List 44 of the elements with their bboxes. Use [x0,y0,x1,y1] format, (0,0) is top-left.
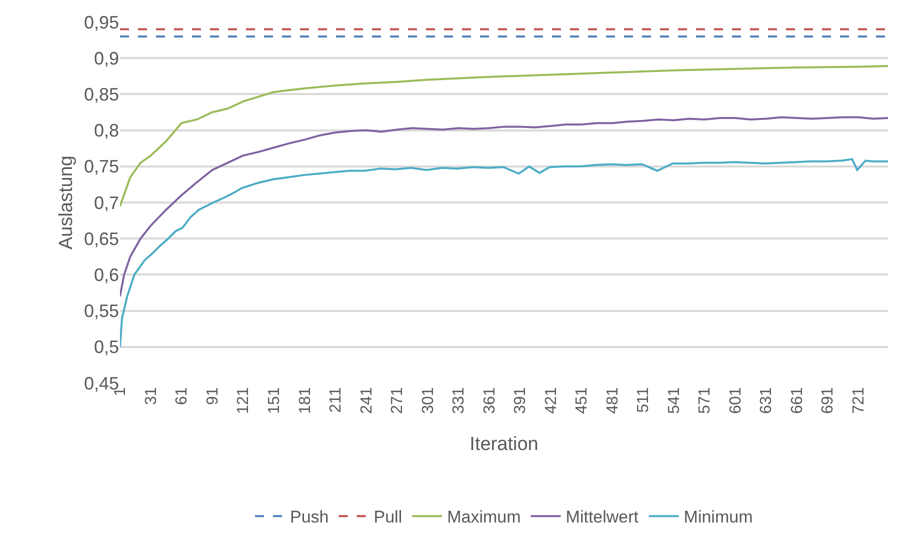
x-tick-label: 631 [758,387,776,414]
x-tick-label: 511 [635,387,652,413]
x-tick-label: 301 [420,387,437,414]
y-tick-label: 0,95 [84,12,119,32]
y-tick-label: 0,7 [94,192,119,213]
x-tick-label: 241 [358,387,376,414]
x-tick-label: 361 [481,387,498,414]
x-tick-label: 271 [389,387,406,414]
legend-label: Minimum [684,508,753,527]
y-tick-label: 0,85 [84,84,119,104]
x-tick-label: 421 [542,387,560,414]
y-tick-label: 0,55 [84,301,119,322]
x-tick-label: 571 [696,387,714,414]
x-tick-label: 481 [604,387,622,414]
y-tick-label: 0,9 [94,48,119,68]
x-tick-label: 31 [142,387,160,405]
x-tick-label: 121 [235,387,252,414]
y-tick-label: 0,6 [94,265,119,285]
y-tick-label: 0,65 [84,228,119,249]
y-tick-label: 0,5 [94,337,119,358]
x-tick-label: 91 [204,387,222,405]
legend-label: Push [290,508,329,527]
x-tick-label: 601 [727,387,744,414]
x-tick-label: 211 [328,387,345,413]
legend-label: Mittelwert [566,508,639,527]
x-tick-label: 721 [850,387,868,414]
x-tick-label: 61 [174,387,191,405]
legend-label: Maximum [447,508,521,527]
x-tick-label: 691 [820,387,837,414]
x-tick-label: 181 [296,387,314,414]
x-tick-label: 661 [788,387,806,414]
x-tick-label: 451 [574,387,591,414]
legend-label: Pull [374,508,402,527]
y-axis-title: Auslastung [56,155,77,250]
x-tick-label: 391 [512,387,530,414]
x-tick-label: 151 [266,387,284,414]
y-tick-label: 0,8 [94,120,119,141]
y-tick-label: 0,75 [84,156,119,177]
line-series [120,158,888,348]
line-series [120,65,888,208]
x-tick-label: 331 [450,387,468,414]
x-tick-label: 541 [666,387,683,414]
line-series [120,116,888,298]
x-axis-title: Iteration [470,434,538,455]
